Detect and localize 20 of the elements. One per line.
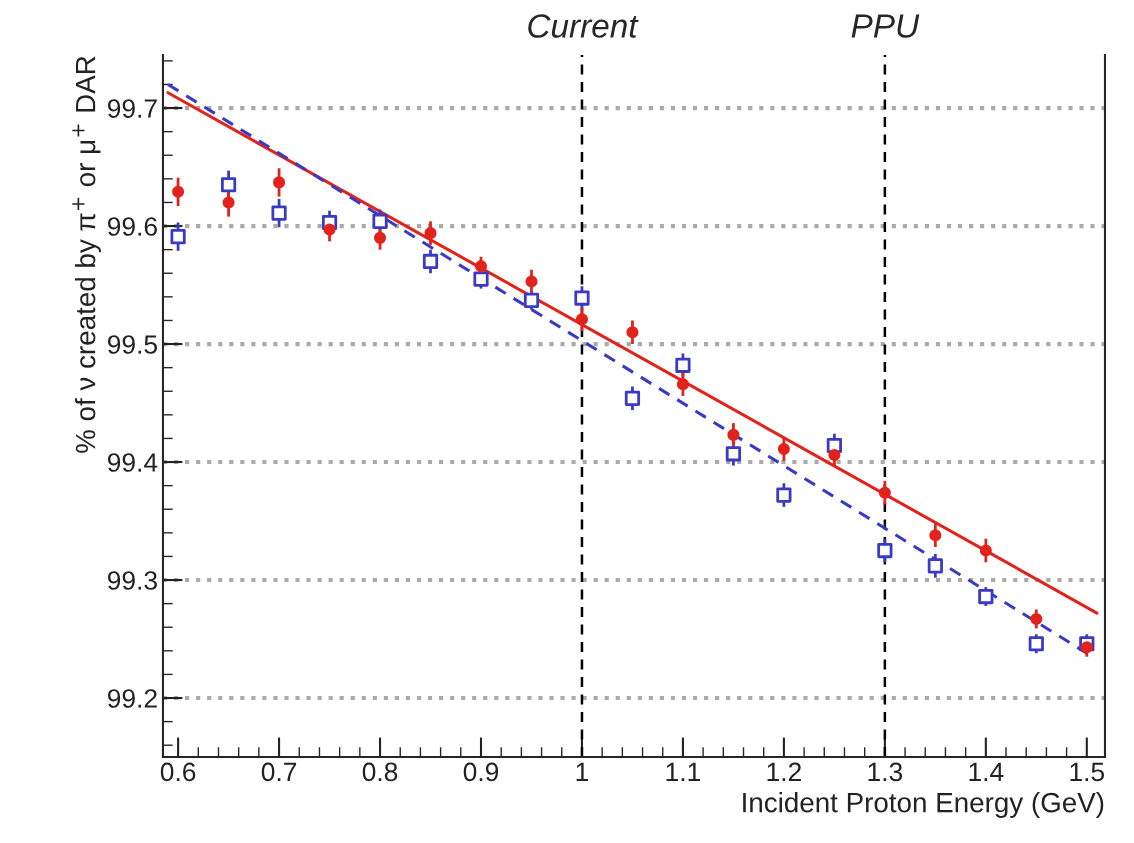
x-tick-label: 1.2 xyxy=(767,762,801,781)
x-tick-label: 0.6 xyxy=(160,762,196,782)
x-tick-label: 1.5 xyxy=(1070,762,1105,782)
x-tick-label: 1.1 xyxy=(666,762,700,781)
x-tick-label: 1.3 xyxy=(868,762,903,782)
y-tick-label: 99.2 xyxy=(107,689,157,708)
x-tick-label: 0.7 xyxy=(261,762,297,782)
ref-line-label: PPU xyxy=(851,14,920,38)
x-tick-label: 1.4 xyxy=(969,762,1004,781)
x-tick-label: 0.8 xyxy=(362,762,398,782)
x-axis-title: Incident Proton Energy (GeV) xyxy=(743,792,1104,818)
y-axis-title: % of ν created by π$^{+}$ or μ$^{+}$ DAR xyxy=(72,56,101,453)
y-tick-label: 99.3 xyxy=(107,571,157,590)
ref-line-label: Current xyxy=(528,14,639,38)
y-tick-label: 99.5 xyxy=(107,335,157,354)
y-tick-label: 99.7 xyxy=(107,99,157,118)
y-tick-label: 99.4 xyxy=(107,453,158,472)
x-tick-label: 0.9 xyxy=(463,762,499,782)
y-tick-label: 99.6 xyxy=(107,217,157,236)
x-tick-label: 1 xyxy=(576,762,589,781)
